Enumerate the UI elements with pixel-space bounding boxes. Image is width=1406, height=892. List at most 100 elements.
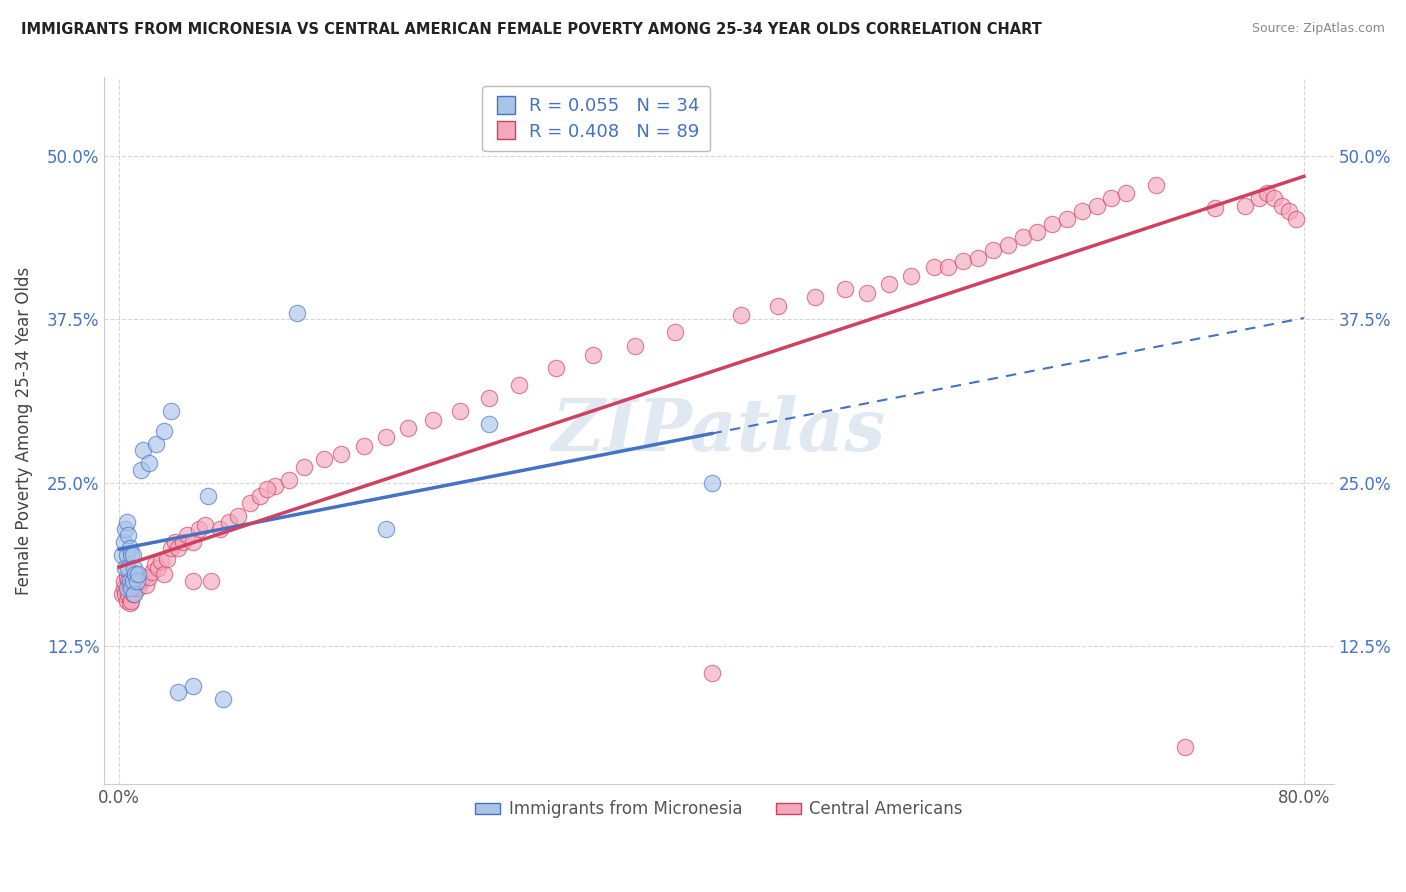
Point: [834, 282, 856, 296]
Point: [1040, 217, 1063, 231]
Point: [121, 548, 143, 562]
Point: [730, 309, 752, 323]
Point: [152, 567, 174, 582]
Point: [238, 495, 260, 509]
Point: [449, 404, 471, 418]
Point: [111, 587, 134, 601]
Point: [141, 565, 163, 579]
Point: [1085, 199, 1108, 213]
Point: [155, 551, 177, 566]
Point: [120, 548, 142, 562]
Point: [132, 570, 155, 584]
Point: [124, 578, 146, 592]
Point: [330, 447, 353, 461]
Point: [938, 260, 960, 274]
Point: [1174, 740, 1197, 755]
Legend: Immigrants from Micronesia, Central Americans: Immigrants from Micronesia, Central Amer…: [468, 794, 969, 825]
Point: [127, 567, 149, 582]
Point: [766, 299, 789, 313]
Point: [115, 548, 138, 562]
Y-axis label: Female Poverty Among 25-34 Year Olds: Female Poverty Among 25-34 Year Olds: [15, 267, 32, 595]
Point: [1011, 230, 1033, 244]
Point: [138, 570, 160, 584]
Point: [167, 541, 190, 556]
Point: [249, 489, 271, 503]
Point: [1099, 191, 1122, 205]
Point: [122, 561, 145, 575]
Point: [132, 443, 155, 458]
Point: [1026, 225, 1049, 239]
Point: [146, 561, 169, 575]
Point: [922, 260, 945, 274]
Text: Source: ZipAtlas.com: Source: ZipAtlas.com: [1251, 22, 1385, 36]
Point: [114, 522, 136, 536]
Point: [111, 548, 134, 562]
Point: [700, 475, 723, 490]
Point: [1233, 199, 1256, 213]
Point: [121, 587, 143, 601]
Point: [112, 534, 135, 549]
Point: [160, 541, 183, 556]
Point: [1271, 199, 1294, 213]
Point: [117, 561, 139, 575]
Point: [117, 528, 139, 542]
Point: [478, 391, 501, 405]
Point: [114, 561, 136, 575]
Point: [124, 567, 146, 582]
Point: [256, 483, 278, 497]
Point: [967, 251, 990, 265]
Point: [115, 570, 138, 584]
Point: [115, 515, 138, 529]
Point: [125, 574, 148, 588]
Point: [135, 578, 157, 592]
Point: [117, 574, 139, 588]
Point: [200, 574, 222, 588]
Point: [1056, 211, 1078, 226]
Point: [188, 522, 211, 536]
Point: [152, 424, 174, 438]
Point: [115, 593, 138, 607]
Point: [118, 578, 141, 592]
Point: [218, 515, 240, 529]
Point: [149, 554, 172, 568]
Point: [145, 436, 167, 450]
Point: [804, 290, 827, 304]
Point: [877, 277, 900, 291]
Point: [114, 587, 136, 601]
Point: [1263, 191, 1285, 205]
Point: [181, 534, 204, 549]
Point: [263, 478, 285, 492]
Point: [118, 574, 141, 588]
Point: [122, 581, 145, 595]
Point: [285, 306, 308, 320]
Point: [118, 596, 141, 610]
Point: [172, 534, 194, 549]
Point: [856, 286, 879, 301]
Point: [197, 489, 219, 503]
Point: [1278, 203, 1301, 218]
Point: [1144, 178, 1167, 192]
Text: IMMIGRANTS FROM MICRONESIA VS CENTRAL AMERICAN FEMALE POVERTY AMONG 25-34 YEAR O: IMMIGRANTS FROM MICRONESIA VS CENTRAL AM…: [21, 22, 1042, 37]
Point: [115, 581, 138, 595]
Point: [374, 430, 396, 444]
Point: [120, 593, 142, 607]
Point: [278, 473, 301, 487]
Point: [700, 665, 723, 680]
Point: [181, 679, 204, 693]
Point: [664, 326, 686, 340]
Point: [312, 452, 335, 467]
Point: [127, 581, 149, 595]
Point: [292, 460, 315, 475]
Point: [194, 517, 217, 532]
Point: [138, 456, 160, 470]
Point: [1115, 186, 1137, 200]
Point: [226, 508, 249, 523]
Point: [422, 413, 444, 427]
Point: [120, 581, 142, 595]
Point: [396, 421, 419, 435]
Point: [176, 528, 198, 542]
Point: [544, 360, 567, 375]
Point: [374, 522, 396, 536]
Point: [167, 685, 190, 699]
Point: [125, 574, 148, 588]
